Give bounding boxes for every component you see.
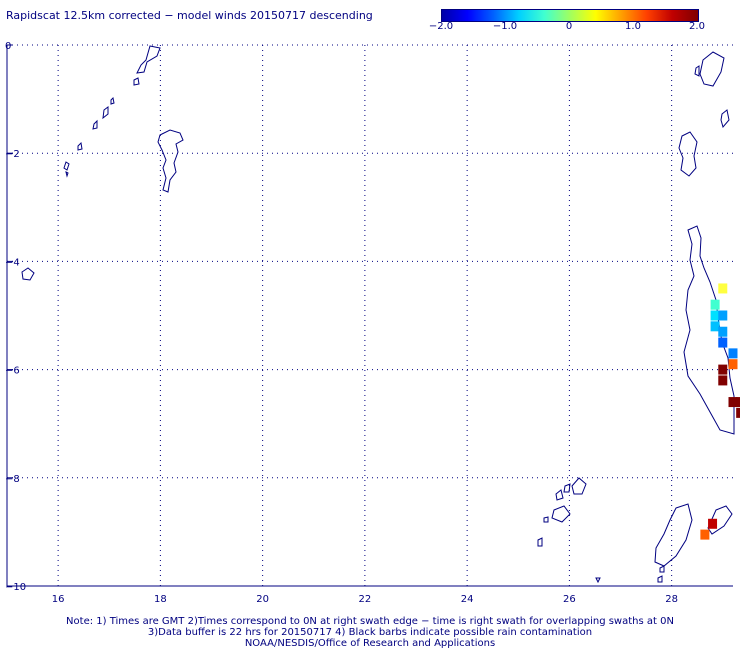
note-line-3: NOAA/NESDIS/Office of Research and Appli… [244,638,496,649]
longitude-tick-label: 20 [256,594,269,605]
latitude-tick-label: −10 [5,582,26,593]
colorbar-tick-label: −2.0 [428,21,454,32]
latitude-labels: 0 −2 −4 −6 −8 −10 [5,41,26,593]
wind-difference-cell [728,359,738,370]
longitude-tick-label: 28 [665,594,678,605]
colorbar-tick-label: 2.0 [689,21,705,32]
island-outline [63,161,70,171]
island-outline [563,483,571,493]
wind-difference-cell [710,321,720,332]
longitude-tick-label: 26 [563,594,576,605]
lake-outline [678,131,698,177]
wind-difference-cell [700,529,710,540]
wind-difference-cells [700,283,740,540]
note-line-1: Note: 1) Times are GMT 2)Times correspon… [66,616,674,627]
lake-outline [157,129,184,193]
longitude-tick-label: 18 [154,594,167,605]
latitude-tick-label: −4 [5,257,20,268]
wind-difference-cell [736,397,740,408]
wind-difference-cell [728,348,738,359]
colorbar-tick-label: −1.0 [492,21,518,32]
island-outline [657,575,663,583]
island-outline [133,77,140,86]
wind-difference-cell [718,283,728,294]
wind-difference-cell [736,407,740,418]
wind-difference-cell [710,299,720,310]
island-outline [136,45,161,74]
latitude-tick-label: −6 [5,366,20,377]
lake-outline [707,505,733,535]
wind-difference-cell [728,397,738,408]
island-outline [92,119,98,130]
island-outline [537,537,543,547]
lake-outline [21,267,35,281]
wind-difference-cell [718,375,728,386]
coastlines [21,45,735,584]
island-outline [551,505,571,523]
lake-outline [699,51,725,87]
wind-difference-cell [718,337,728,348]
island-outline [110,96,115,105]
note-line-2: 3)Data buffer is 22 hrs for 20150717 4) … [147,627,593,638]
island-outline [543,516,549,523]
island-outline [571,477,587,495]
wind-difference-cell [718,310,728,321]
longitude-tick-label: 22 [359,594,372,605]
map-frame [6,44,733,587]
wind-difference-cell [718,326,728,337]
lake-tanganyika [683,225,735,435]
latitude-tick-label: 0 [5,41,11,52]
longitude-labels: 16 18 20 22 24 26 28 [52,594,678,605]
lake-outline [694,65,700,77]
colorbar-tick-label: 0 [565,21,573,32]
wind-difference-cell [710,310,720,321]
island-outline [65,171,69,178]
latitude-tick-label: −8 [5,474,20,485]
island-outline [659,565,665,573]
colorbar-tick-label: 1.0 [625,21,641,32]
lat-lon-grid [7,44,733,587]
longitude-tick-label: 24 [461,594,474,605]
lake-mweru [654,503,693,567]
island-outline [555,489,564,501]
island-outline [595,577,601,584]
colorbar-legend [441,9,699,22]
chart-title: Rapidscat 12.5km corrected − model winds… [6,9,373,22]
latitude-tick-label: −2 [5,149,20,160]
wind-difference-cell [718,364,728,375]
wind-difference-cell [708,518,718,529]
island-outline [77,141,83,151]
longitude-tick-label: 16 [52,594,65,605]
island-outline [102,106,109,120]
footnotes: Note: 1) Times are GMT 2)Times correspon… [0,616,740,649]
lake-outline [720,109,730,129]
